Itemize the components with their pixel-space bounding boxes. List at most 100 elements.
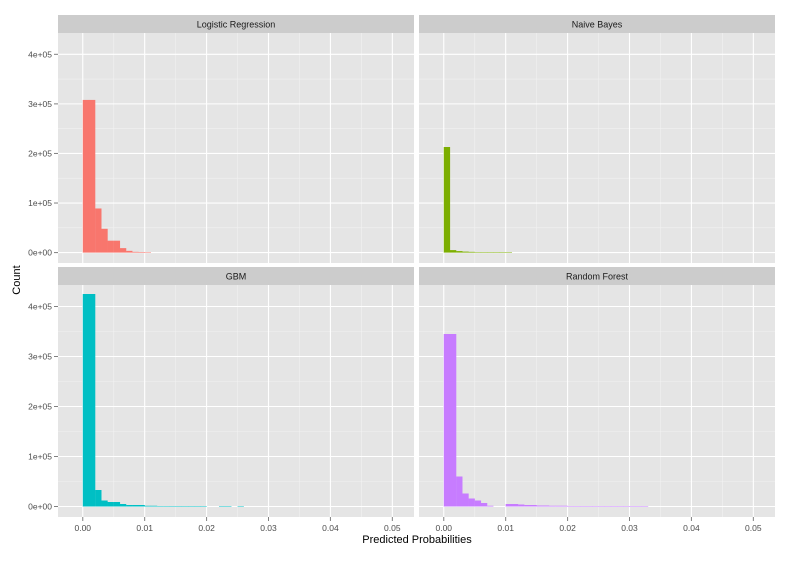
histogram-bar xyxy=(487,252,494,253)
facet-strip xyxy=(58,15,414,33)
histogram-bar xyxy=(549,505,556,507)
histogram-bar xyxy=(610,506,618,507)
histogram-bar xyxy=(107,502,114,507)
histogram-bar xyxy=(480,252,488,253)
histogram-bar xyxy=(88,99,96,253)
histogram-bar xyxy=(126,250,133,253)
histogram-bar xyxy=(573,506,581,507)
histogram-bar xyxy=(237,506,244,507)
histogram-bar xyxy=(542,505,550,507)
facet-panel: GBM 0e+00 1e+05 2e+05 3e+05 4e+05 0.00 0.01 0.02… xyxy=(28,267,414,533)
histogram-bar xyxy=(604,506,612,507)
histogram-bar xyxy=(101,228,108,253)
histogram-bar xyxy=(462,251,469,253)
histogram-bar xyxy=(474,252,482,253)
histogram-bar xyxy=(181,506,189,507)
histogram-bar xyxy=(132,251,139,253)
facet-panel: Random Forest 0.00 0.01 0.02 0.03 0.04 0.05 xyxy=(419,267,775,533)
facet-strip xyxy=(419,15,775,33)
x-tick-label: 0.05 xyxy=(384,523,401,533)
histogram-bar xyxy=(150,505,158,507)
x-tick-label: 0.03 xyxy=(260,523,277,533)
facet-strip xyxy=(58,267,414,285)
facet-title: GBM xyxy=(226,272,247,282)
x-tick-label: 0.01 xyxy=(497,523,514,533)
histogram-bar xyxy=(126,505,133,507)
histogram-bar xyxy=(95,208,102,253)
histogram-bar xyxy=(443,147,451,253)
histogram-bar xyxy=(468,498,475,507)
histogram-bar xyxy=(635,506,643,507)
histogram-bar xyxy=(518,504,525,507)
y-tick-label: 2e+05 xyxy=(28,148,52,158)
histogram-bar xyxy=(462,493,469,507)
plot-background xyxy=(419,285,775,517)
histogram-bar xyxy=(623,506,630,507)
facet-title: Random Forest xyxy=(566,272,629,282)
histogram-bar xyxy=(641,506,649,507)
histogram-bar xyxy=(113,240,121,253)
y-tick-label: 4e+05 xyxy=(28,302,52,312)
histogram-bar xyxy=(567,506,574,507)
histogram-bar xyxy=(592,506,599,507)
histogram-bar xyxy=(119,504,127,507)
histogram-bar xyxy=(225,506,232,507)
x-tick-label: 0.04 xyxy=(322,523,339,533)
x-tick-label: 0.04 xyxy=(683,523,700,533)
histogram-bar xyxy=(474,500,482,507)
histogram-bar xyxy=(555,505,562,507)
histogram-bar xyxy=(218,506,226,507)
y-tick-label: 3e+05 xyxy=(28,352,52,362)
histogram-bar xyxy=(487,505,494,507)
histogram-bar xyxy=(138,251,145,253)
facet-title: Logistic Regression xyxy=(197,20,276,30)
y-tick-label: 0e+00 xyxy=(28,502,52,512)
facet-panel: Naive Bayes xyxy=(419,15,775,263)
histogram-bar xyxy=(617,506,624,507)
histogram-bar xyxy=(586,506,593,507)
histogram-bar xyxy=(95,490,102,507)
histogram-bar xyxy=(119,248,127,253)
histogram-bar xyxy=(456,476,463,507)
x-tick-label: 0.02 xyxy=(559,523,576,533)
histogram-bar xyxy=(524,505,531,507)
histogram-bar xyxy=(82,99,90,253)
histogram-bar xyxy=(138,505,145,507)
histogram-bar xyxy=(144,505,152,507)
facet-title: Naive Bayes xyxy=(572,20,623,30)
x-tick-label: 0.00 xyxy=(435,523,452,533)
histogram-bar xyxy=(456,251,463,253)
x-tick-label: 0.03 xyxy=(621,523,638,533)
x-tick-label: 0.01 xyxy=(136,523,153,533)
facet-strip xyxy=(419,267,775,285)
histogram-bar xyxy=(505,252,513,253)
histogram-bar xyxy=(443,334,451,507)
x-tick-label: 0.02 xyxy=(198,523,215,533)
facet-panel: Logistic Regression 0e+00 1e+05 2e+05 3e+05 4… xyxy=(28,15,414,263)
y-tick-label: 0e+00 xyxy=(28,248,52,258)
y-tick-label: 1e+05 xyxy=(28,198,52,208)
histogram-bar xyxy=(629,506,636,507)
histogram-bar xyxy=(511,504,519,507)
histogram-bar xyxy=(530,505,537,507)
histogram-bar xyxy=(132,505,139,507)
histogram-bar xyxy=(194,506,201,507)
histogram-bar xyxy=(449,334,457,507)
histogram-bar xyxy=(449,250,457,253)
plot-background xyxy=(419,33,775,263)
histogram-bar xyxy=(505,504,513,507)
x-tick-label: 0.05 xyxy=(745,523,762,533)
plot-background xyxy=(58,33,414,263)
x-axis-label: Predicted Probabilities xyxy=(362,534,472,546)
histogram-bar xyxy=(579,506,587,507)
histogram-bar xyxy=(175,506,182,507)
histogram-bar xyxy=(101,500,108,507)
histogram-bar xyxy=(188,506,195,507)
y-tick-label: 3e+05 xyxy=(28,99,52,109)
histogram-bar xyxy=(82,294,90,507)
x-tick-label: 0.00 xyxy=(74,523,91,533)
histogram-bar xyxy=(88,294,96,507)
y-axis-label: Count xyxy=(11,265,23,294)
